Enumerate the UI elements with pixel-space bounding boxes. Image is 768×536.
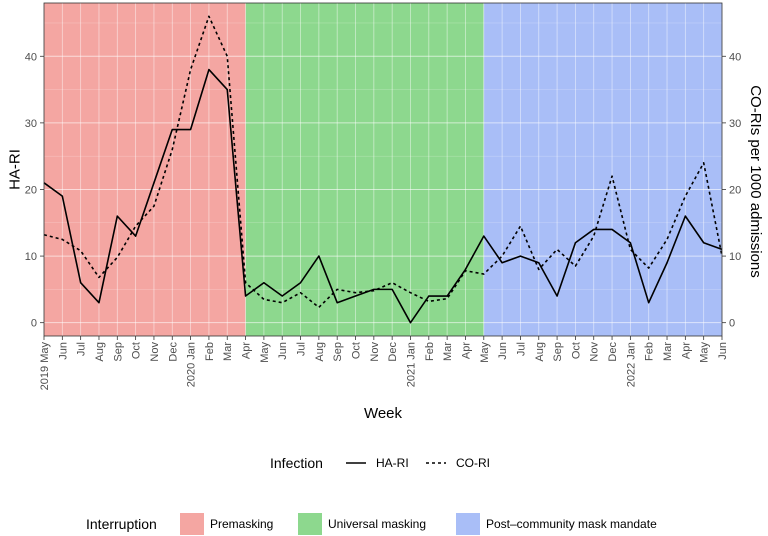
legend-infection-title: Infection <box>270 455 323 471</box>
x-tick-label: Feb <box>204 342 216 361</box>
x-tick-label: Sep <box>112 342 124 362</box>
interruption-bands <box>44 3 722 336</box>
y-tick-label-left: 0 <box>31 318 37 330</box>
legend-key-universal-masking <box>298 513 322 535</box>
y-tick-label-right: 30 <box>729 118 741 130</box>
x-tick-label: Mar <box>222 342 234 361</box>
y-tick-label-right: 40 <box>729 51 741 63</box>
y-axis-right-title: CO-RIs per 1000 admissions <box>747 85 764 278</box>
x-tick-label: May <box>259 342 271 363</box>
x-axis-title: Week <box>364 405 403 422</box>
legend-label-ha-ri: HA-RI <box>376 456 409 470</box>
x-tick-label: Feb <box>424 342 436 361</box>
x-tick-label: 2022 Jan <box>625 342 637 387</box>
x-tick-label: Sep <box>332 342 344 362</box>
x-axis: 2019 May Jun Jul Aug Sep Oct Nov Dec 2020 Jan Feb… <box>39 336 729 390</box>
x-tick-label: Nov <box>149 342 161 362</box>
x-tick-label: Oct <box>570 342 582 359</box>
legend-label-premasking: Premasking <box>210 517 273 531</box>
band-1 <box>245 3 484 336</box>
y-tick-label-left: 40 <box>25 51 37 63</box>
x-tick-label: Jun <box>277 342 289 360</box>
x-tick-label: 2021 Jan <box>405 342 417 387</box>
y-tick-label-right: 0 <box>729 318 735 330</box>
legend-interruption: Interruption Premasking Universal maskin… <box>86 513 657 535</box>
x-tick-label: Jul <box>515 342 527 356</box>
x-tick-label: Apr <box>680 342 692 359</box>
x-tick-label: Jun <box>57 342 69 360</box>
series-line-ha-ri <box>43 68 723 324</box>
x-tick-label: Dec <box>607 342 619 362</box>
x-tick-label: Jul <box>296 342 308 356</box>
legend-key-premasking <box>180 513 204 535</box>
y-axis-right: 0 10 20 30 40 <box>722 51 741 330</box>
legend-interruption-title: Interruption <box>86 516 157 532</box>
legend-key-post-community-mask-mandate <box>456 513 480 535</box>
y-axis-left-title: HA-RI <box>6 149 23 190</box>
x-tick-label: Aug <box>94 342 106 362</box>
y-tick-label-right: 20 <box>729 184 741 196</box>
x-tick-label: Apr <box>241 342 253 359</box>
y-tick-label-right: 10 <box>729 251 741 263</box>
legend-infection: Infection HA-RI CO-RI <box>270 455 490 471</box>
x-tick-label: Mar <box>662 342 674 361</box>
legend-label-post-community-mask-mandate: Post–community mask mandate <box>486 517 657 531</box>
band-2 <box>483 3 722 336</box>
x-tick-label: Aug <box>314 342 326 362</box>
x-tick-label: Mar <box>442 342 454 361</box>
x-tick-label: Dec <box>387 342 399 362</box>
x-tick-label: Oct <box>351 342 363 359</box>
series-lines <box>43 15 723 324</box>
x-tick-label: Jul <box>76 342 88 356</box>
x-tick-label: Jun <box>497 342 509 360</box>
x-tick-label: Aug <box>534 342 546 362</box>
y-tick-label-left: 10 <box>25 251 37 263</box>
series-line-co-ri <box>43 15 723 309</box>
band-0 <box>44 3 246 336</box>
grid-lines <box>43 3 723 336</box>
x-tick-label: Nov <box>369 342 381 362</box>
legend-label-universal-masking: Universal masking <box>328 517 426 531</box>
y-axis-left: 0 10 20 30 40 <box>25 51 44 330</box>
x-tick-label: 2019 May <box>39 342 51 391</box>
x-tick-label: Dec <box>167 342 179 362</box>
y-tick-label-left: 30 <box>25 118 37 130</box>
x-tick-label: 2020 Jan <box>186 342 198 387</box>
x-tick-label: May <box>479 342 491 363</box>
x-tick-label: Jun <box>717 342 729 360</box>
x-tick-label: Feb <box>644 342 656 361</box>
panel-border <box>43 2 723 337</box>
x-tick-label: Nov <box>589 342 601 362</box>
x-tick-label: May <box>699 342 711 363</box>
y-tick-label-left: 20 <box>25 184 37 196</box>
x-tick-label: Sep <box>552 342 564 362</box>
x-tick-label: Oct <box>131 342 143 359</box>
legend-label-co-ri: CO-RI <box>456 456 490 470</box>
x-tick-label: Apr <box>460 342 472 359</box>
